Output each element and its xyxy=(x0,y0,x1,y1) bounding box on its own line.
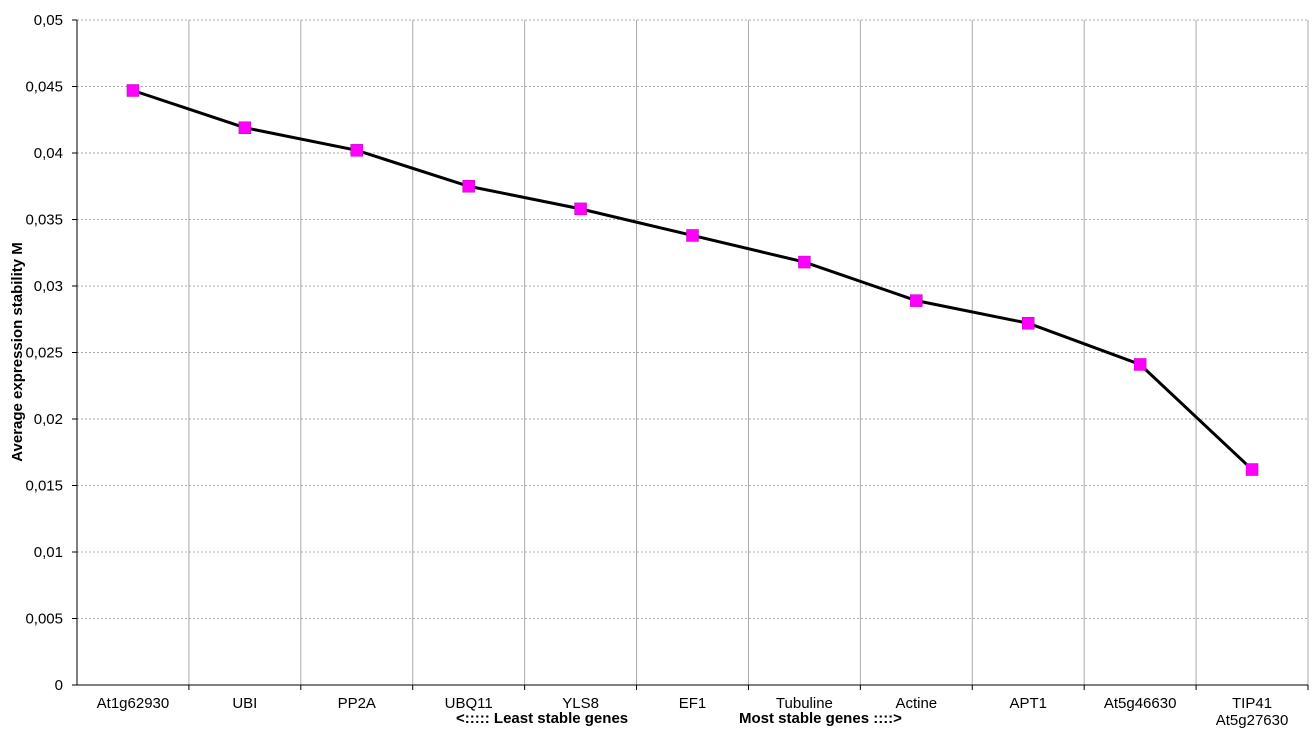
marker xyxy=(574,202,587,216)
x-axis-label: <::::: Least stable genes xyxy=(456,710,628,727)
x-tick-label: UBQ11 xyxy=(445,695,493,712)
y-tick-label: 0,04 xyxy=(34,145,63,162)
marker xyxy=(462,180,475,193)
marker xyxy=(126,84,140,97)
y-tick-label: 0,015 xyxy=(25,478,63,495)
x-tick-label: Tubuline xyxy=(776,695,833,712)
y-tick-label: 0,045 xyxy=(25,79,63,96)
marker xyxy=(1133,358,1147,371)
x-tick-label: Actine xyxy=(895,695,937,712)
y-axis-label: Average expression stability M xyxy=(9,242,26,462)
y-tick-label: 0 xyxy=(55,677,63,694)
marker xyxy=(798,255,811,269)
y-tick-label: 0,03 xyxy=(34,278,63,295)
y-tick-label: 0,035 xyxy=(25,212,63,229)
y-tick-label: 0,02 xyxy=(34,411,63,428)
marker xyxy=(686,229,699,242)
x-tick-label: EF1 xyxy=(679,695,707,712)
x-axis-label: Most stable genes ::::> xyxy=(739,710,902,727)
x-tick-label: At1g62930 xyxy=(97,695,170,712)
y-tick-label: 0,005 xyxy=(25,611,63,628)
y-tick-label: 0,025 xyxy=(25,345,63,362)
marker xyxy=(1021,316,1035,330)
x-tick-label: PP2A xyxy=(338,695,376,712)
x-tick-label: TIP41 At5g27630 xyxy=(1216,695,1289,729)
x-tick-label: UBI xyxy=(232,695,257,712)
x-tick-label: APT1 xyxy=(1009,695,1047,712)
marker xyxy=(910,294,923,307)
marker xyxy=(1245,463,1259,476)
y-tick-label: 0,05 xyxy=(34,12,63,29)
x-tick-label: At5g46630 xyxy=(1104,695,1177,712)
y-tick-label: 0,01 xyxy=(34,544,63,561)
x-tick-label: YLS8 xyxy=(562,695,599,712)
marker xyxy=(350,144,364,157)
marker xyxy=(238,121,252,134)
